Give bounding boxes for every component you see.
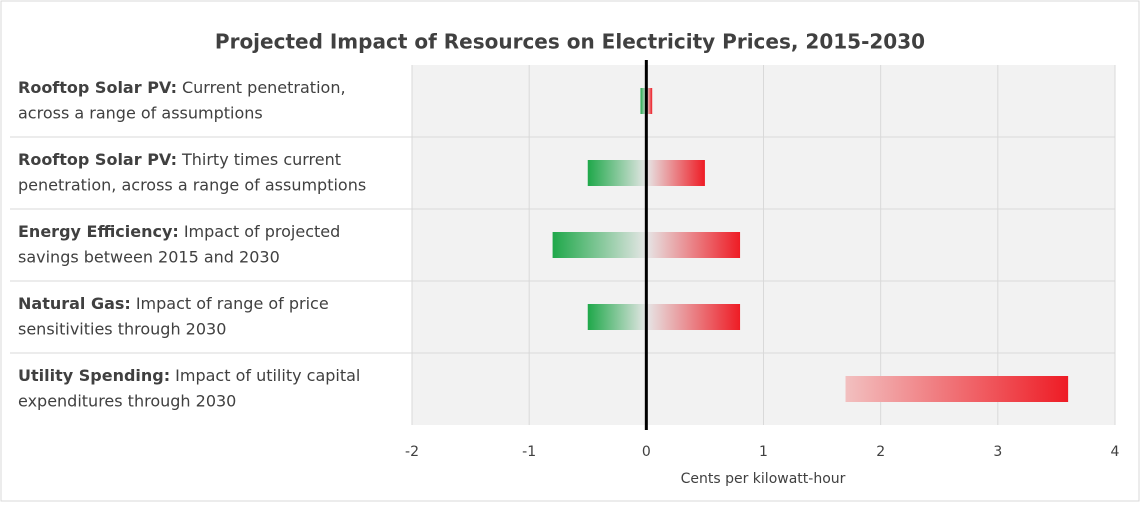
category-description: Impact of projected <box>184 222 340 241</box>
x-tick-label: -1 <box>522 444 536 460</box>
category-label: Rooftop Solar PV: Current penetration, <box>18 78 346 97</box>
category-description: Current penetration, <box>182 78 346 97</box>
category-label: Energy Efficiency: Impact of projected <box>18 222 340 241</box>
x-tick-label: 3 <box>993 444 1002 460</box>
category-name: Natural Gas: <box>18 294 131 313</box>
category-name: Utility Spending: <box>18 366 170 385</box>
category-description: penetration, across a range of assumptio… <box>18 176 366 195</box>
category-label: Rooftop Solar PV: Thirty times current <box>18 150 341 169</box>
chart-title: Projected Impact of Resources on Electri… <box>215 30 925 54</box>
category-name: Rooftop Solar PV: <box>18 150 177 169</box>
category-description: Thirty times current <box>181 150 341 169</box>
x-tick-label: -2 <box>405 444 419 460</box>
category-description: sensitivities through 2030 <box>18 320 226 339</box>
x-tick-label: 0 <box>642 444 651 460</box>
category-label: Utility Spending: Impact of utility capit… <box>18 366 360 385</box>
category-description: savings between 2015 and 2030 <box>18 248 280 267</box>
bar <box>587 304 741 330</box>
category-description: expenditures through 2030 <box>18 392 236 411</box>
category-description: Impact of range of price <box>136 294 329 313</box>
category-description: across a range of assumptions <box>18 104 263 123</box>
category-label: Natural Gas: Impact of range of price <box>18 294 329 313</box>
x-tick-label: 2 <box>876 444 885 460</box>
category-description: Impact of utility capital <box>175 366 360 385</box>
bar <box>845 376 1069 402</box>
x-tick-label: 1 <box>759 444 768 460</box>
x-tick-label: 4 <box>1111 444 1120 460</box>
category-name: Rooftop Solar PV: <box>18 78 177 97</box>
category-name: Energy Efficiency: <box>18 222 179 241</box>
x-axis-label: Cents per kilowatt-hour <box>681 471 846 487</box>
